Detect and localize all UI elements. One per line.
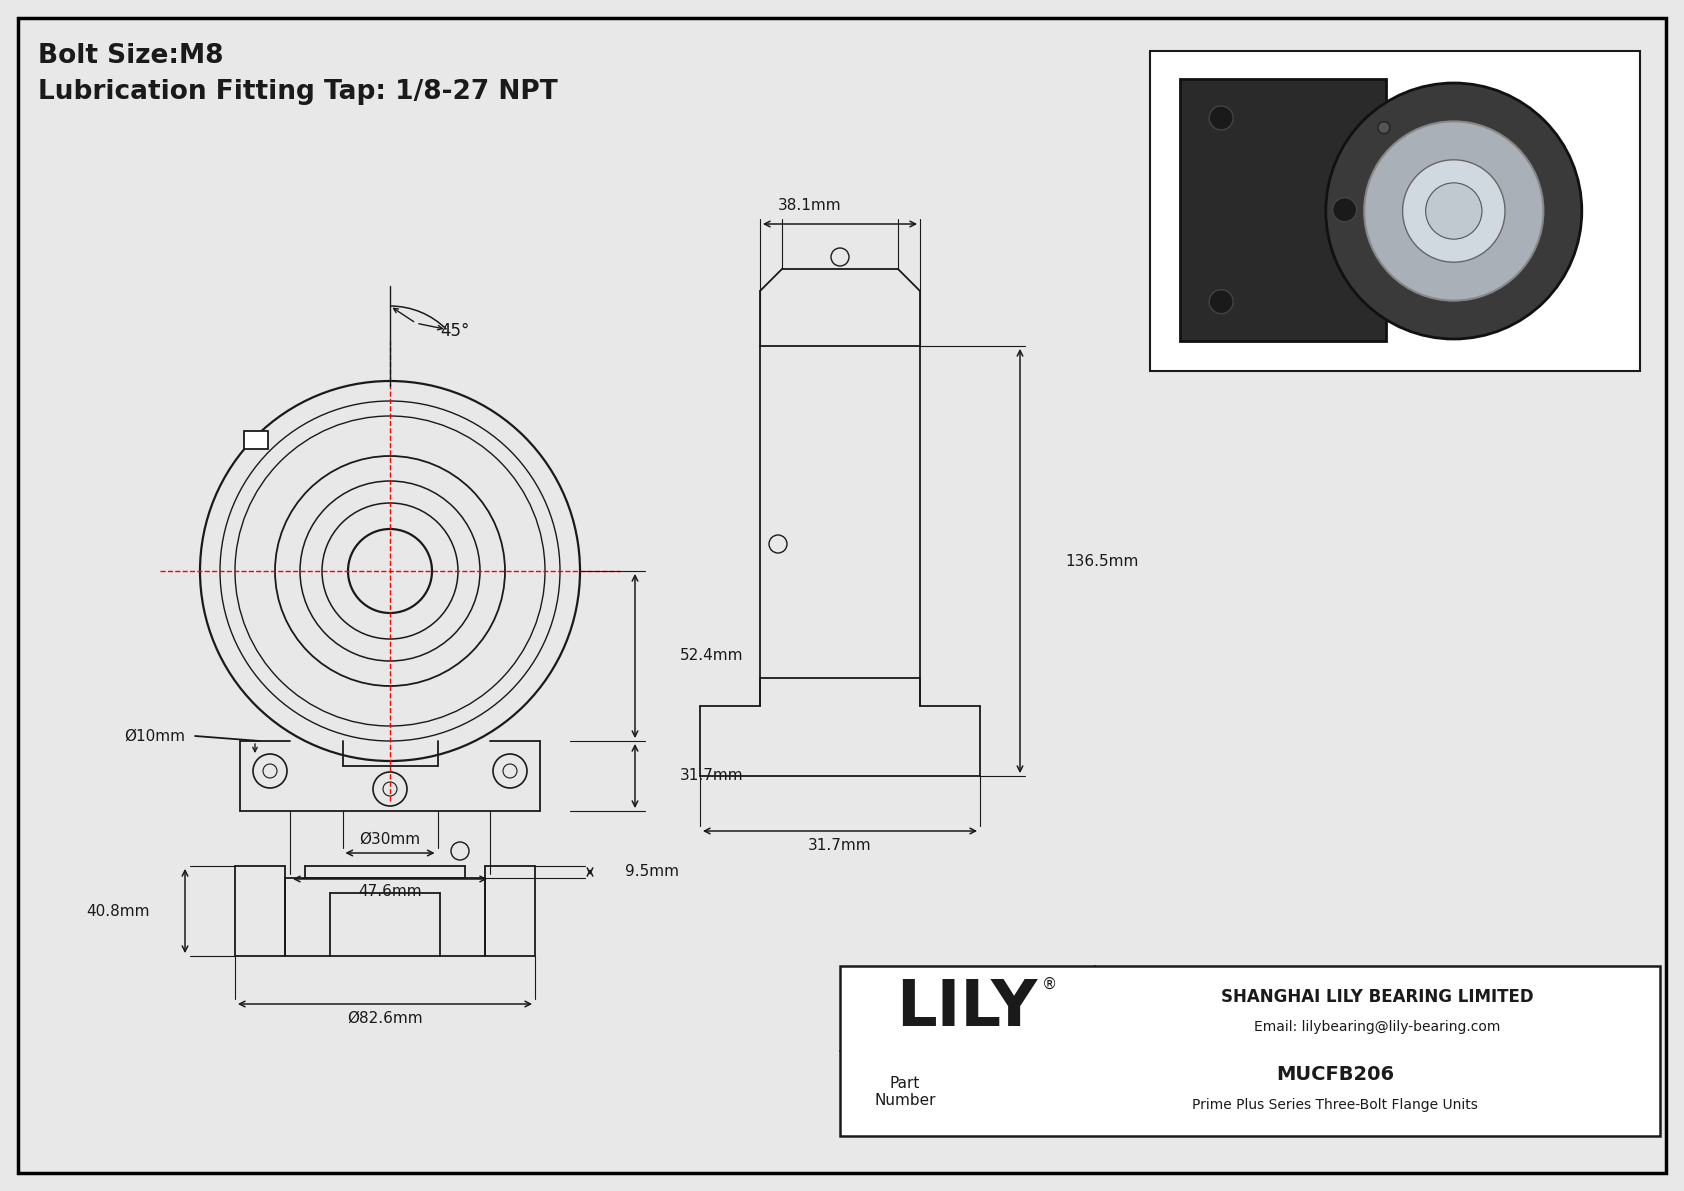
Text: Prime Plus Series Three-Bolt Flange Units: Prime Plus Series Three-Bolt Flange Unit… — [1192, 1098, 1479, 1112]
Text: 45°: 45° — [440, 322, 470, 339]
Circle shape — [1364, 121, 1544, 300]
Bar — [1150, 51, 1640, 372]
Text: SHANGHAI LILY BEARING LIMITED: SHANGHAI LILY BEARING LIMITED — [1221, 987, 1534, 1005]
Text: 31.7mm: 31.7mm — [680, 768, 744, 784]
Text: Part
Number: Part Number — [874, 1075, 936, 1108]
Text: Lubrication Fitting Tap: 1/8-27 NPT: Lubrication Fitting Tap: 1/8-27 NPT — [39, 79, 557, 105]
Bar — [840, 966, 1660, 1136]
Text: Email: lilybearing@lily-bearing.com: Email: lilybearing@lily-bearing.com — [1255, 1021, 1500, 1034]
Circle shape — [1403, 160, 1505, 262]
Text: 38.1mm: 38.1mm — [778, 199, 842, 213]
Text: 136.5mm: 136.5mm — [1064, 554, 1138, 568]
Bar — [244, 431, 268, 449]
Circle shape — [1325, 83, 1581, 339]
Circle shape — [1209, 289, 1233, 313]
Text: 52.4mm: 52.4mm — [680, 649, 744, 663]
Circle shape — [1209, 106, 1233, 130]
Text: 31.7mm: 31.7mm — [808, 838, 872, 854]
Text: Bolt Size:M8: Bolt Size:M8 — [39, 43, 224, 69]
Text: LILY: LILY — [896, 978, 1037, 1040]
Text: 9.5mm: 9.5mm — [625, 865, 679, 879]
Text: 47.6mm: 47.6mm — [359, 884, 421, 898]
Text: 40.8mm: 40.8mm — [86, 904, 150, 918]
Text: ®: ® — [1042, 977, 1058, 992]
Text: Ø82.6mm: Ø82.6mm — [347, 1010, 423, 1025]
Text: Ø10mm: Ø10mm — [125, 729, 185, 743]
Circle shape — [1378, 121, 1389, 133]
Text: MUCFB206: MUCFB206 — [1276, 1065, 1394, 1084]
Bar — [1180, 79, 1386, 341]
Circle shape — [1332, 198, 1357, 222]
Circle shape — [1426, 183, 1482, 239]
Text: Ø30mm: Ø30mm — [359, 831, 421, 847]
